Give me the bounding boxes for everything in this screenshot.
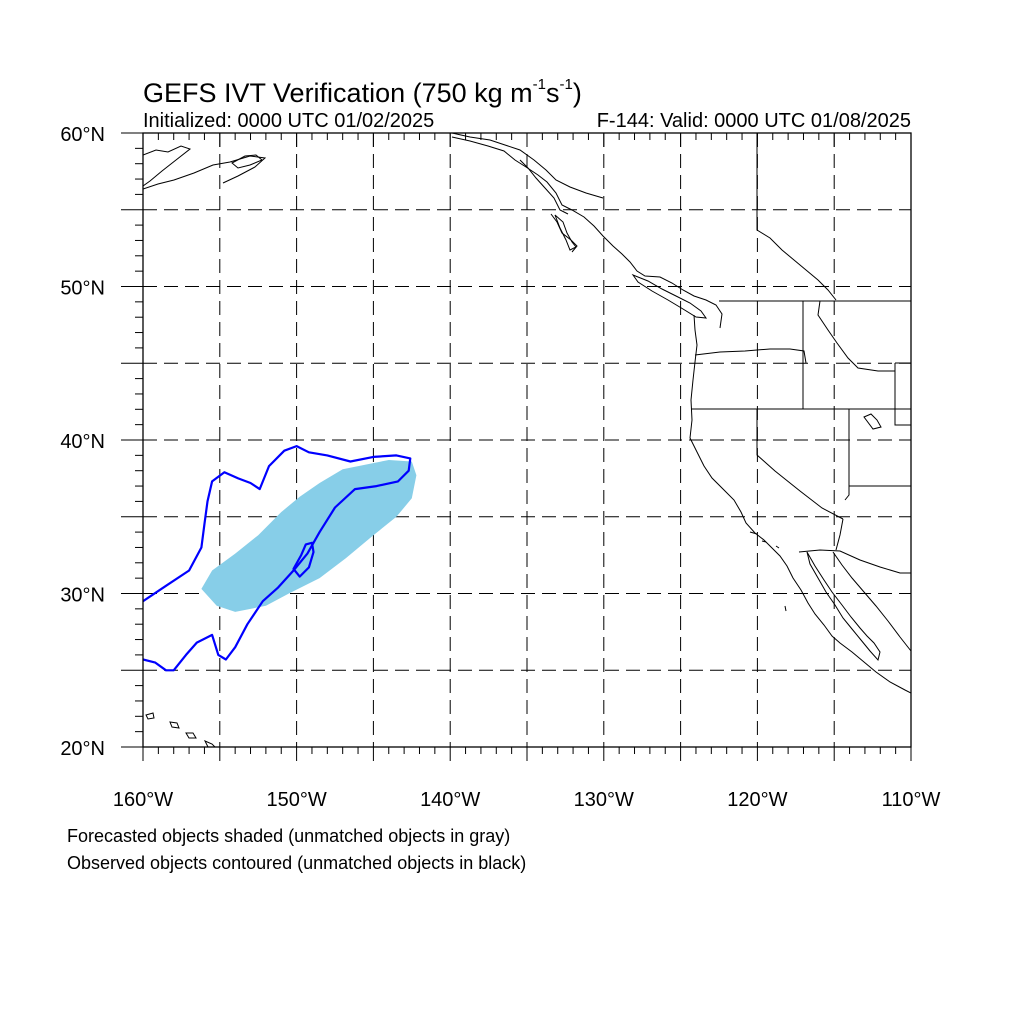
washington-oregon-border xyxy=(694,348,807,364)
observed-ivt-object-inner xyxy=(292,541,315,578)
page-title: GEFS IVT Verification (750 kg m-1s-1) xyxy=(143,76,582,108)
channel-islands xyxy=(749,531,787,612)
alaska-coastline xyxy=(143,145,192,187)
nevada-california-border xyxy=(756,409,844,520)
vancouver-island xyxy=(631,273,708,319)
hawaii-islands xyxy=(145,712,216,747)
observed-layer xyxy=(143,445,412,672)
idaho-border xyxy=(802,300,895,409)
lon-label: 120°W xyxy=(727,789,787,811)
great-salt-lake xyxy=(863,413,882,430)
lat-label: 30°N xyxy=(60,585,105,607)
observed-ivt-object-outer xyxy=(143,445,412,672)
us-mexico-border xyxy=(798,549,911,574)
baja-peninsula xyxy=(806,551,881,662)
lon-label: 130°W xyxy=(574,789,634,811)
lat-label: 20°N xyxy=(60,738,105,760)
lat-label: 50°N xyxy=(60,278,105,300)
coastlines xyxy=(143,136,911,747)
alaska-bc-border xyxy=(451,133,604,199)
gulf-of-california-coast xyxy=(832,551,911,652)
lat-label: 40°N xyxy=(60,431,105,453)
lon-label: 160°W xyxy=(113,789,173,811)
lon-label: 150°W xyxy=(266,789,326,811)
arizona-california-border xyxy=(835,518,844,551)
lat-label: 60°N xyxy=(60,124,105,146)
lon-label: 110°W xyxy=(882,789,941,811)
political-borders xyxy=(451,133,911,574)
initialized-time: Initialized: 0000 UTC 01/02/2025 xyxy=(143,110,435,132)
bc-alberta-border xyxy=(756,133,837,301)
lon-label: 140°W xyxy=(420,789,480,811)
haida-gwaii xyxy=(554,214,577,251)
nevada-utah-border xyxy=(844,409,850,501)
montana-wyoming-border xyxy=(894,362,911,426)
observed-note: Observed objects contoured (unmatched ob… xyxy=(67,853,527,873)
axis-labels: 20°N 30°N 40°N 50°N 60°N 160°W 150°W 140°W 130°W… xyxy=(60,124,940,811)
forecast-ivt-object xyxy=(201,460,417,612)
valid-time: F-144: Valid: 0000 UTC 01/08/2025 xyxy=(596,110,911,132)
alaska-peninsula-coast xyxy=(143,155,267,190)
kodiak-island xyxy=(231,154,263,169)
forecast-note: Forecasted objects shaded (unmatched obj… xyxy=(67,826,511,846)
forecast-layer xyxy=(201,460,417,612)
us-west-coast xyxy=(689,314,911,694)
axis-ticks xyxy=(121,132,912,761)
gulf-of-alaska-coast xyxy=(451,136,723,329)
